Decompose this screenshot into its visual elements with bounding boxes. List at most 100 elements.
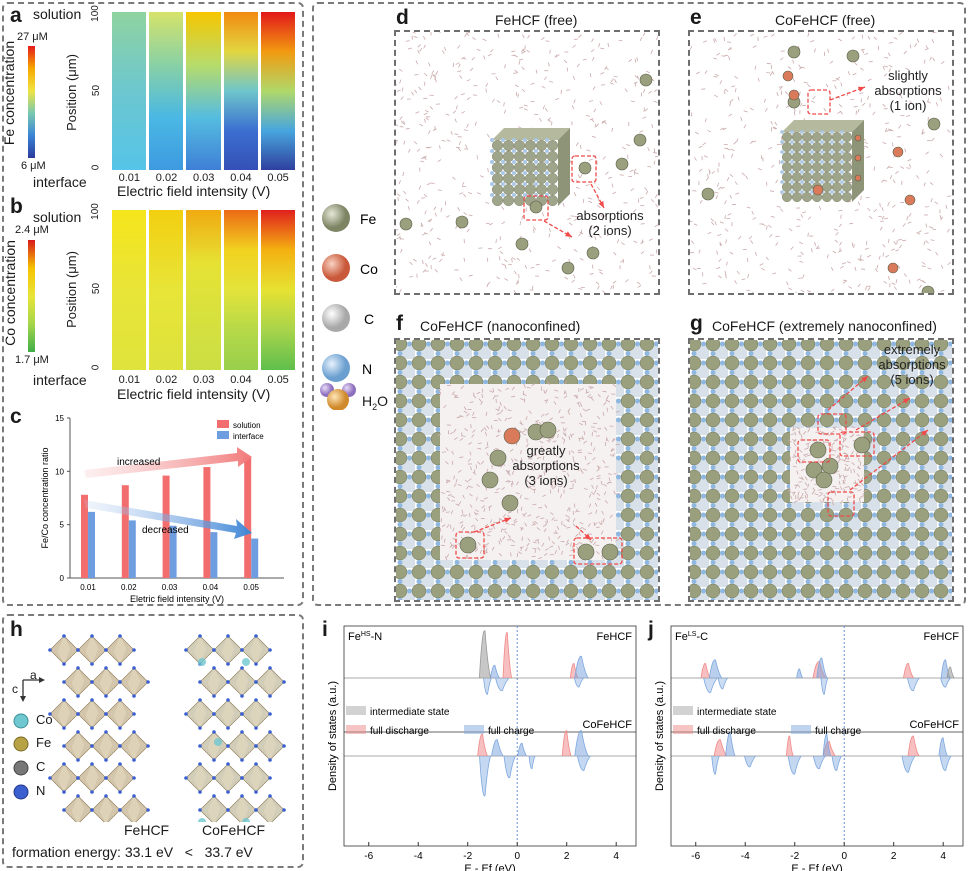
co-ion [782,70,794,82]
legend-charge: full charge [488,726,535,737]
bar-ytick-label: 5 [60,521,65,530]
panel-h-label: h [10,618,23,641]
co-ytick-100: 100 [89,203,101,220]
bar-xtick-label: 0.04 [203,583,219,592]
panel-dg-frame [312,2,966,606]
co-colorbar [28,240,35,352]
panel-d-note: (2 ions) [588,223,631,238]
panel-d-note: absorptions [576,208,644,223]
legend-intermediate-swatch [346,706,366,715]
coordination-octahedron [62,730,94,762]
dos-peak-charge-down [940,677,951,688]
dos-peak-charge [816,657,828,679]
sim-canvas: absorptions(2 ions) [396,32,658,293]
co-ion [904,194,916,206]
co-heatmap [112,210,298,370]
absorption-highlight [573,537,623,565]
coordination-octahedron [76,762,108,794]
dos-xtick-label: 2 [891,851,897,862]
fe-ion [586,246,600,260]
fe-ion [633,133,647,147]
fe-ion [846,49,860,63]
dos-peak-charge-down [703,677,718,693]
coordination-octahedron [184,762,216,794]
sim-d-box: absorptions (2 ions) [394,30,660,295]
coordination-octahedron [118,666,150,698]
dos-xtick-label: -2 [463,851,472,862]
panel-f-note: (3 ions) [524,473,567,488]
h2o-o-icon [327,389,349,410]
coordination-octahedron [240,634,272,666]
dos-xtick-label: 4 [613,851,619,862]
fe-ion [578,161,592,175]
co-ball-icon [322,254,350,282]
bar-xtick-label: 0.03 [162,583,178,592]
fe-ion [561,261,575,275]
absorption-highlight [797,439,831,463]
dos-peak-charge [708,659,723,679]
coordination-octahedron [90,794,122,822]
co-atom [854,174,862,182]
dos-peak-charge-down [483,677,492,695]
dos-peak-discharge [907,735,920,757]
dos-peak-discharge [502,632,513,679]
dos-peak-charge-down [479,755,491,797]
coordination-octahedron [104,762,136,794]
co-ion [503,427,521,445]
fe-ion [399,217,413,231]
legend-discharge-swatch [673,725,693,734]
dos-peak-discharge [713,739,728,757]
sim-e-box: slightly absorptions (1 ion) [688,30,954,295]
fe-ion [501,494,519,512]
dos-top-name: FeHCF [597,631,633,643]
coordination-octahedron [254,666,286,698]
dos-peak-charge-down [820,677,829,695]
coordination-octahedron [226,794,258,822]
dos-xtick-label: -4 [414,851,423,862]
axis-arrows-icon [20,677,45,702]
co-cb-max: 2.4 μM [15,224,49,236]
crystal-structures [48,634,286,822]
dos-peak-charge-down [939,755,952,771]
dos-xtick-label: 0 [841,851,847,862]
coordination-octahedron [240,698,272,730]
decreased-text: decreased [142,525,189,536]
co-ion [887,262,899,274]
absorption-highlight [807,89,831,115]
fe-ytick-50: 50 [91,84,103,97]
fe-position-ylabel: Position (μm) [63,54,79,131]
crystal-legend [13,713,29,800]
co-atom [242,818,250,822]
heatmap-column [260,210,295,370]
panel-g-note: extremely [884,342,941,357]
coordination-octahedron [212,698,244,730]
absorption-arrow [829,86,866,101]
legend-discharge-swatch [346,725,366,734]
dos-xtick-label: 0 [514,851,520,862]
dos-xtick-label: -6 [691,851,700,862]
heatmap-xtick: 0.05 [267,374,289,386]
fe-ytick-0: 0 [90,164,102,171]
co-cb-min: 1.7 μM [15,354,49,366]
bar-xlabel: Eletric field intensity (V) [130,594,224,604]
heatmap-xtick: 0.03 [193,374,215,386]
dos-peak-charge-down [907,677,920,692]
heatmap-xtick: 0.05 [267,172,289,184]
fe-ball-icon [322,204,350,232]
bar-ytick-label: 10 [55,467,64,476]
fe-ion [853,436,871,454]
heatmap-xtick: 0.04 [230,172,252,184]
co-position-ylabel: Position (μm) [63,251,79,328]
fe-ion [489,449,507,467]
fe-ion [921,285,935,293]
coordination-octahedron [48,762,80,794]
heatmap-column [186,12,221,170]
fe-ion [577,543,595,561]
coordination-octahedron [198,730,230,762]
dos-xtick-label: -2 [790,851,799,862]
panel-f-label: f [396,312,403,335]
fe-ion [815,471,833,489]
formation-energy-text: formation energy: 33.1 eV < 33.7 eV [12,844,253,860]
